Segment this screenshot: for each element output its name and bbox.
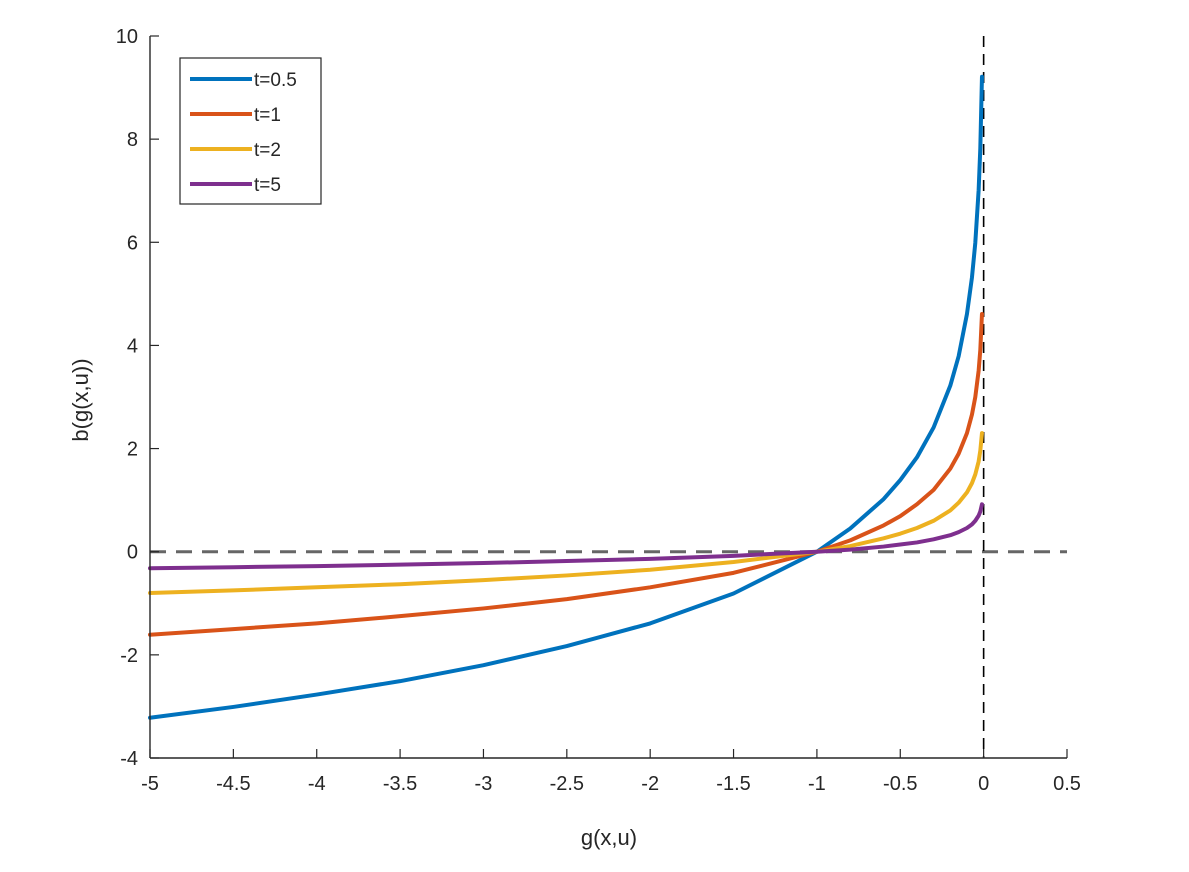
legend-label: t=5 xyxy=(254,175,281,196)
x-axis-title: g(x,u) xyxy=(581,825,637,850)
x-tick-label: -2.5 xyxy=(550,773,584,795)
y-tick-label: 8 xyxy=(127,129,138,151)
x-tick-label: -5 xyxy=(141,773,159,795)
y-tick-label: 2 xyxy=(127,439,138,461)
y-axis-title: b(g(x,u)) xyxy=(68,358,93,441)
legend-label: t=2 xyxy=(254,140,281,161)
y-tick-label: 6 xyxy=(127,232,138,254)
series-line-t=5 xyxy=(148,502,984,571)
series-line-t=0.5 xyxy=(148,74,984,720)
legend-box xyxy=(179,57,322,205)
y-tick-label: -4 xyxy=(120,748,138,770)
x-tick-label: -1 xyxy=(808,773,826,795)
legend: t=0.5 t=1 t=2 t=5 xyxy=(179,57,322,205)
reference-lines xyxy=(150,36,1067,758)
x-tick-label: -4.5 xyxy=(216,773,250,795)
x-tick-label: -4 xyxy=(308,773,326,795)
x-tick-label: -3.5 xyxy=(383,773,417,795)
series-layer xyxy=(148,74,984,720)
legend-label: t=1 xyxy=(254,105,281,126)
x-tick-label: -0.5 xyxy=(883,773,917,795)
x-tick-label: 0 xyxy=(978,773,989,795)
x-tick-label: -2 xyxy=(641,773,659,795)
series-line-t=1 xyxy=(148,311,984,637)
axes xyxy=(149,36,1067,759)
legend-label: t=0.5 xyxy=(254,70,297,91)
y-tick-label: 10 xyxy=(116,26,138,48)
series-line-t=2 xyxy=(148,431,984,595)
x-tick-label: 0.5 xyxy=(1053,773,1081,795)
x-tick-label: -1.5 xyxy=(716,773,750,795)
ticks: -5 -4.5 -4 -3.5 -3 -2.5 -2 -1.5 -1 -0.5 0 0.5 -4 -2 0 2… xyxy=(116,26,1081,795)
y-tick-label: -2 xyxy=(120,645,138,667)
y-tick-label: 4 xyxy=(127,335,138,357)
x-tick-label: -3 xyxy=(475,773,493,795)
y-tick-label: 0 xyxy=(127,542,138,564)
